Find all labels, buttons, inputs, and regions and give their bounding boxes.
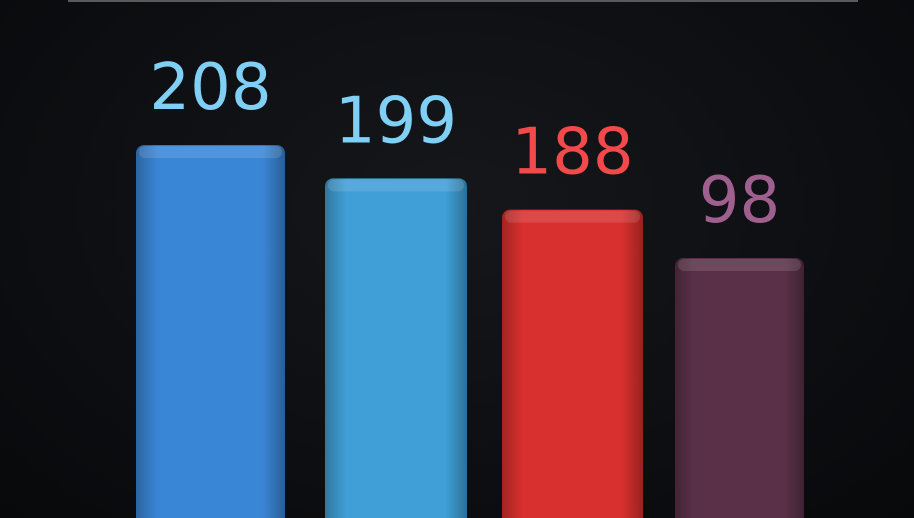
bar-top-highlight (505, 210, 640, 223)
bar-0 (136, 145, 285, 518)
bar-top-highlight (139, 146, 282, 159)
bar-3 (675, 258, 804, 518)
bar-top-highlight (678, 259, 801, 272)
top-divider (68, 0, 858, 2)
bar-top-highlight (328, 179, 464, 192)
bar-1 (325, 178, 467, 518)
data-label: 98 (699, 164, 780, 238)
bar-2 (502, 209, 643, 518)
data-label: 199 (335, 84, 457, 158)
data-label: 188 (511, 116, 633, 190)
data-label: 208 (149, 51, 271, 125)
